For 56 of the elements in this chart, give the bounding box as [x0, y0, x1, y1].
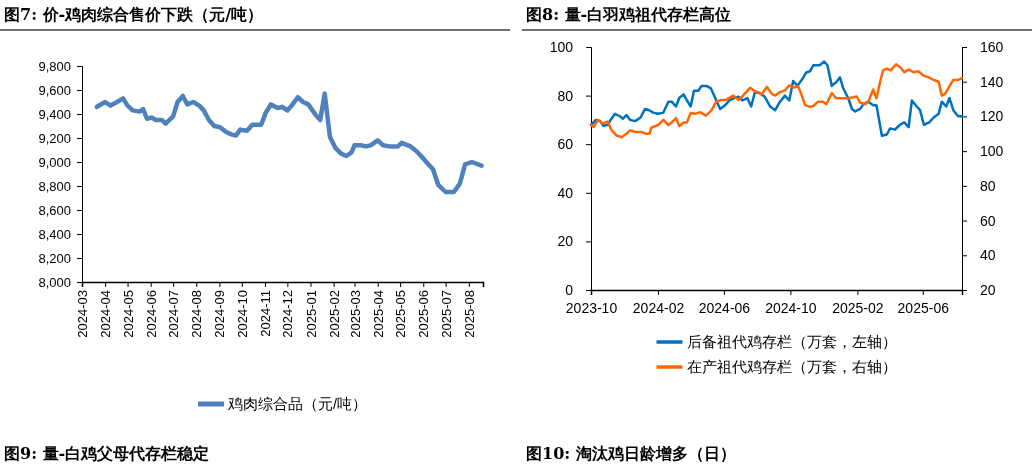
- x-tick-label: 2025-04: [370, 290, 386, 338]
- y-tick-label: 9,800: [38, 58, 71, 74]
- x-tick-label: 2024-02: [632, 300, 685, 317]
- x-tick-label: 2024-03: [75, 290, 91, 338]
- x-tick-label: 2025-02: [326, 290, 342, 338]
- caption: 图9: 量-白鸡父母代存栏稳定: [4, 444, 210, 463]
- x-tick-label: 2025-06: [897, 300, 950, 317]
- caption: 图10: 淘汰鸡日龄增多（日）: [526, 444, 736, 463]
- line-series: [94, 91, 484, 195]
- y2-tick-label: 160: [980, 38, 1004, 55]
- y-tick-label: 9,600: [38, 82, 71, 98]
- y-tick-label: 60: [557, 136, 574, 153]
- y2-tick-label: 20: [980, 281, 996, 298]
- x-tick-label: 2024-04: [98, 290, 114, 338]
- x-tick-label: 2025-07: [438, 290, 454, 338]
- x-tick-label: 2025-02: [832, 300, 884, 317]
- y-tick-label: 8,400: [38, 226, 71, 242]
- y-tick-label: 80: [557, 87, 574, 104]
- x-tick-label: 2025-06: [416, 290, 432, 338]
- y2-tick-label: 40: [980, 247, 996, 264]
- legend-label: 后备祖代鸡存栏（万套，左轴）: [686, 334, 897, 351]
- x-tick-label: 2024-05: [120, 290, 136, 338]
- x-tick-label: 2025-01: [303, 290, 319, 338]
- x-tick-label: 2024-06: [698, 300, 751, 317]
- y-tick-label: 8,000: [38, 274, 71, 290]
- y-tick-label: 8,600: [38, 202, 71, 218]
- x-tick-label: 2024-10: [234, 290, 250, 338]
- y-tick-label: 0: [565, 281, 574, 298]
- y-tick-label: 9,000: [38, 154, 71, 170]
- chart-title: 图7: 价-鸡肉综合售价下跌（元/吨）: [4, 5, 264, 24]
- x-tick-label: 2024-10: [765, 300, 817, 317]
- x-tick-label: 2024-11: [258, 290, 273, 337]
- y2-tick-label: 60: [980, 212, 996, 229]
- x-tick-label: 2024-09: [212, 290, 228, 338]
- x-tick-label: 2024-08: [189, 290, 205, 338]
- y2-tick-label: 120: [980, 108, 1004, 125]
- x-tick-label: 2025-03: [347, 290, 363, 338]
- x-tick-label: 2023-10: [565, 300, 618, 317]
- chart-title: 图8: 量-白羽鸡祖代存栏高位: [526, 5, 732, 24]
- y2-tick-label: 140: [980, 73, 1004, 90]
- y-tick-label: 100: [549, 38, 574, 55]
- legend-label: 在产祖代鸡存栏（万套，右轴）: [686, 359, 897, 376]
- legend-label: 鸡肉综合品（元/吨）: [226, 396, 368, 413]
- y2-tick-label: 100: [980, 143, 1004, 160]
- x-tick-label: 2024-12: [280, 290, 296, 338]
- y-tick-label: 20: [557, 233, 574, 250]
- x-tick-label: 2025-05: [393, 290, 409, 338]
- y-tick-label: 8,200: [38, 250, 71, 266]
- y2-tick-label: 80: [980, 177, 996, 194]
- x-tick-label: 2024-07: [166, 290, 182, 338]
- x-tick-label: 2024-06: [143, 290, 159, 338]
- y-tick-label: 40: [557, 184, 574, 201]
- y-tick-label: 9,200: [38, 130, 71, 146]
- y-tick-label: 9,400: [38, 106, 71, 122]
- y-tick-label: 8,800: [38, 178, 71, 194]
- x-tick-label: 2025-08: [461, 290, 477, 338]
